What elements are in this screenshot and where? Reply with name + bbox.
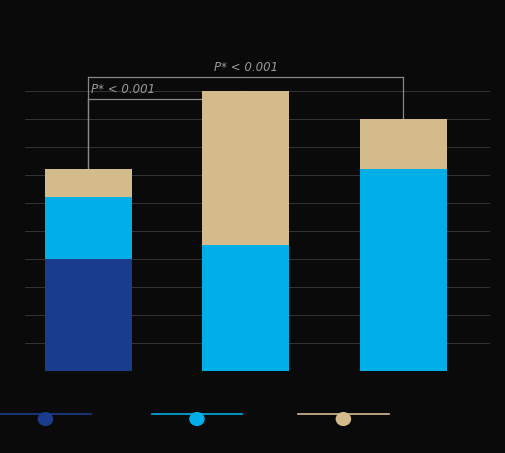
Bar [203, 91, 289, 245]
Bar [203, 245, 289, 371]
Bar [45, 198, 132, 259]
Bar [45, 169, 132, 198]
Bar [45, 259, 132, 371]
Bar [360, 119, 446, 169]
Text: P* < 0.001: P* < 0.001 [214, 61, 278, 74]
Bar [360, 169, 446, 371]
Text: P* < 0.001: P* < 0.001 [91, 83, 156, 96]
